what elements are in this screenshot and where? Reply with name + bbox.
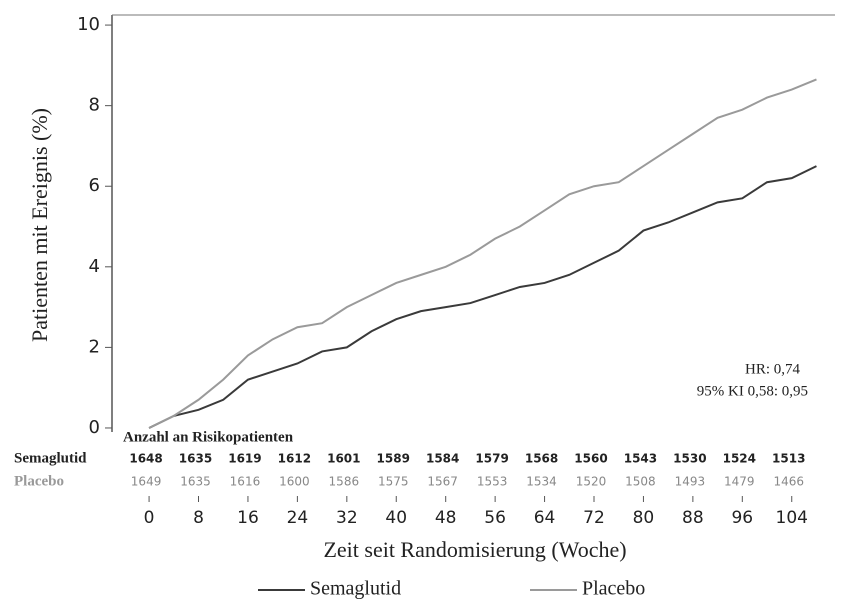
y-tick-label: 2	[89, 336, 100, 357]
risk-count: 1479	[724, 475, 755, 489]
risk-count: 1567	[427, 475, 458, 489]
risk-count: 1648	[129, 452, 162, 466]
risk-count: 1600	[279, 475, 310, 489]
x-tick-label: 24	[287, 508, 309, 528]
risk-count: 1543	[624, 452, 657, 466]
risk-table-title: Anzahl an Risikopatienten	[123, 429, 294, 445]
risk-count: 1649	[131, 475, 162, 489]
risk-count: 1493	[675, 475, 706, 489]
risk-count: 1586	[329, 475, 360, 489]
x-axis-label: Zeit seit Randomisierung (Woche)	[323, 537, 626, 562]
risk-row-label: Placebo	[14, 473, 64, 489]
risk-count: 1513	[772, 452, 805, 466]
risk-count: 1466	[773, 475, 804, 489]
y-tick-label: 8	[89, 95, 100, 116]
x-tick-label: 48	[435, 508, 457, 528]
x-tick-label: 96	[731, 508, 753, 528]
risk-count: 1612	[278, 452, 311, 466]
risk-count: 1635	[179, 452, 212, 466]
risk-count: 1553	[477, 475, 508, 489]
legend-label: Semaglutid	[310, 578, 401, 600]
x-tick-label: 32	[336, 508, 358, 528]
x-tick-label: 64	[534, 508, 556, 528]
series-line	[148, 165, 817, 429]
risk-count: 1530	[673, 452, 706, 466]
annotation: 95% KI 0,58: 0,95	[697, 383, 808, 399]
y-axis-label: Patienten mit Ereignis (%)	[27, 108, 52, 342]
risk-count: 1579	[475, 452, 508, 466]
y-tick-label: 4	[89, 256, 100, 277]
risk-count: 1568	[525, 452, 558, 466]
risk-count: 1508	[625, 475, 656, 489]
x-tick-label: 80	[633, 508, 655, 528]
x-tick-label: 8	[193, 508, 204, 528]
x-tick-label: 104	[776, 508, 808, 528]
x-tick-label: 40	[385, 508, 407, 528]
series-line	[148, 78, 817, 429]
risk-count: 1534	[526, 475, 557, 489]
risk-count: 1635	[180, 475, 211, 489]
risk-count: 1601	[327, 452, 360, 466]
risk-count: 1575	[378, 475, 409, 489]
risk-count: 1524	[723, 452, 756, 466]
x-tick-label: 56	[484, 508, 506, 528]
annotation: HR: 0,74	[745, 361, 801, 377]
risk-count: 1619	[228, 452, 261, 466]
legend-label: Placebo	[582, 578, 645, 600]
risk-count: 1616	[230, 475, 261, 489]
x-tick-label: 0	[144, 508, 155, 528]
y-tick-label: 0	[89, 417, 100, 438]
y-tick-label: 6	[89, 175, 100, 196]
x-tick-label: 88	[682, 508, 704, 528]
x-tick-label: 72	[583, 508, 605, 528]
risk-count: 1560	[574, 452, 607, 466]
risk-count: 1589	[377, 452, 410, 466]
x-tick-label: 16	[237, 508, 259, 528]
risk-row-label: Semaglutid	[14, 450, 87, 466]
y-tick-label: 10	[77, 14, 100, 35]
risk-count: 1584	[426, 452, 459, 466]
risk-count: 1520	[576, 475, 607, 489]
